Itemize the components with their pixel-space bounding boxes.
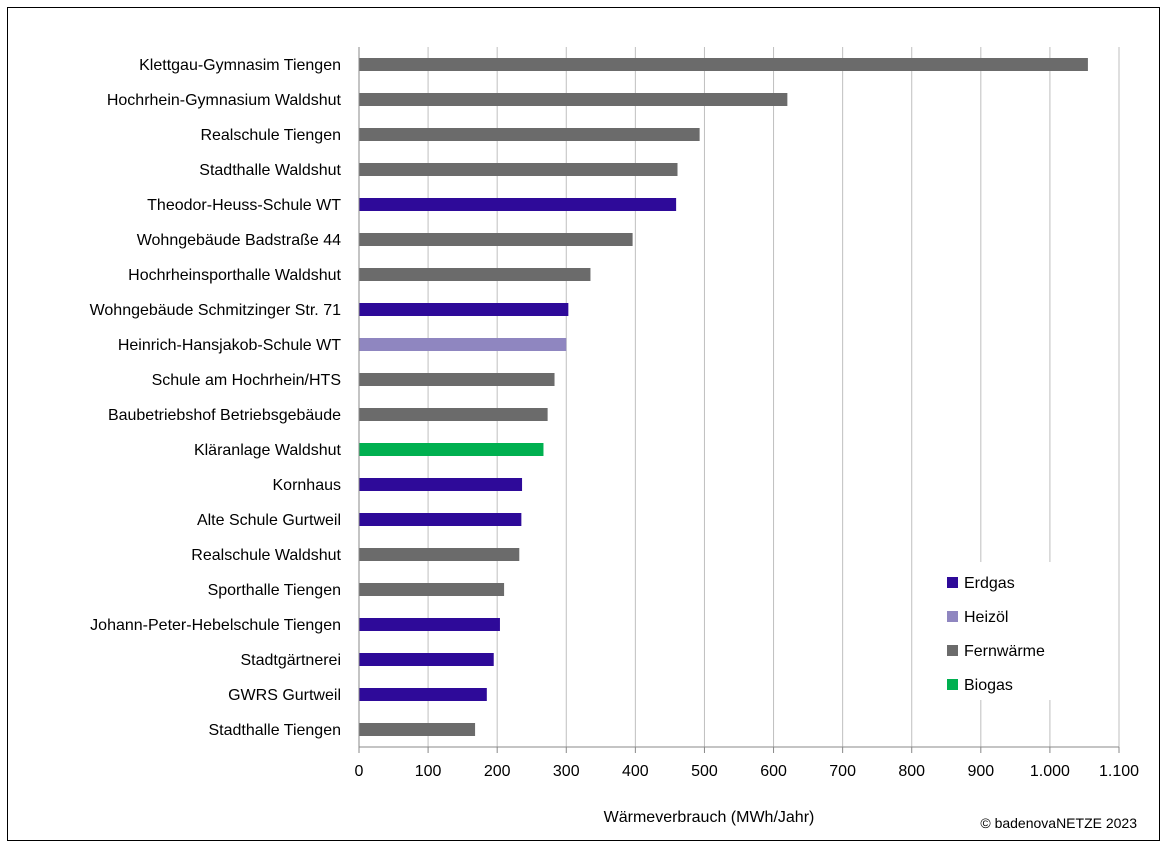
- x-tick-label: 200: [484, 763, 511, 780]
- category-label: Schule am Hochrhein/HTS: [152, 372, 341, 389]
- x-tick-label: 100: [415, 763, 442, 780]
- bar: [359, 723, 476, 736]
- legend-swatch: [947, 611, 958, 622]
- copyright-notice: © badenovaNETZE 2023: [980, 815, 1137, 831]
- x-tick-label: 600: [760, 763, 787, 780]
- x-tick-label: 400: [622, 763, 649, 780]
- legend-label: Heizöl: [964, 609, 1008, 626]
- legend: Erdgas Heizöl Fernwärme Biogas: [930, 562, 1080, 700]
- category-labels: Klettgau-Gymnasim Tiengen Hochrhein-Gymna…: [90, 57, 342, 739]
- bar: [359, 548, 520, 561]
- bar: [359, 478, 523, 491]
- bar: [359, 198, 677, 211]
- category-label: Sporthalle Tiengen: [208, 582, 341, 599]
- category-label: Stadthalle Tiengen: [208, 722, 341, 739]
- category-label: Realschule Tiengen: [200, 127, 341, 144]
- bar: [359, 408, 548, 421]
- x-tick-label: 700: [829, 763, 856, 780]
- x-tick-label: 1.100: [1099, 763, 1139, 780]
- category-label: Stadtgärtnerei: [240, 652, 341, 669]
- x-tick-label: 500: [691, 763, 718, 780]
- legend-label: Erdgas: [964, 575, 1015, 592]
- bar: [359, 373, 555, 386]
- category-label: Baubetriebshof Betriebsgebäude: [108, 407, 341, 424]
- bar: [359, 268, 591, 281]
- x-tick-label: 0: [355, 763, 364, 780]
- bar: [359, 163, 678, 176]
- category-label: Hochrheinsporthalle Waldshut: [128, 267, 341, 284]
- legend-label: Biogas: [964, 677, 1013, 694]
- category-label: Wohngebäude Badstraße 44: [137, 232, 341, 249]
- x-tick-label: 300: [553, 763, 580, 780]
- category-label: GWRS Gurtweil: [228, 687, 341, 704]
- bar: [359, 233, 633, 246]
- bar: [359, 688, 487, 701]
- bar: [359, 58, 1088, 71]
- bars: [359, 58, 1088, 736]
- category-label: Kläranlage Waldshut: [194, 442, 342, 459]
- x-tick-label: 1.000: [1030, 763, 1070, 780]
- category-label: Realschule Waldshut: [191, 547, 341, 564]
- bar: [359, 653, 494, 666]
- category-label: Hochrhein-Gymnasium Waldshut: [107, 92, 342, 109]
- axes: [358, 47, 1119, 748]
- category-label: Heinrich-Hansjakob-Schule WT: [118, 337, 341, 354]
- category-label: Theodor-Heuss-Schule WT: [147, 197, 341, 214]
- legend-label: Fernwärme: [964, 643, 1045, 660]
- bar: [359, 128, 700, 141]
- category-label: Kornhaus: [273, 477, 342, 494]
- legend-swatch: [947, 645, 958, 656]
- category-label: Stadthalle Waldshut: [199, 162, 341, 179]
- category-label: Alte Schule Gurtweil: [197, 512, 341, 529]
- bar: [359, 303, 569, 316]
- x-tick-label: 900: [967, 763, 994, 780]
- x-tick-label: 800: [898, 763, 925, 780]
- x-axis-title: Wärmeverbrauch (MWh/Jahr): [604, 809, 815, 826]
- bar: [359, 338, 567, 351]
- bar: [359, 583, 505, 596]
- x-tick-labels: 0 100 200 300 400 500 600 700 800 900 1.000 1.100: [355, 747, 1139, 780]
- bar: [359, 618, 500, 631]
- bar: [359, 443, 544, 456]
- bar: [359, 513, 522, 526]
- category-label: Klettgau-Gymnasim Tiengen: [139, 57, 341, 74]
- chart-frame: [7, 7, 1160, 841]
- category-label: Johann-Peter-Hebelschule Tiengen: [90, 617, 341, 634]
- legend-swatch: [947, 679, 958, 690]
- bar: [359, 93, 788, 106]
- legend-swatch: [947, 577, 958, 588]
- category-label: Wohngebäude Schmitzinger Str. 71: [90, 302, 342, 319]
